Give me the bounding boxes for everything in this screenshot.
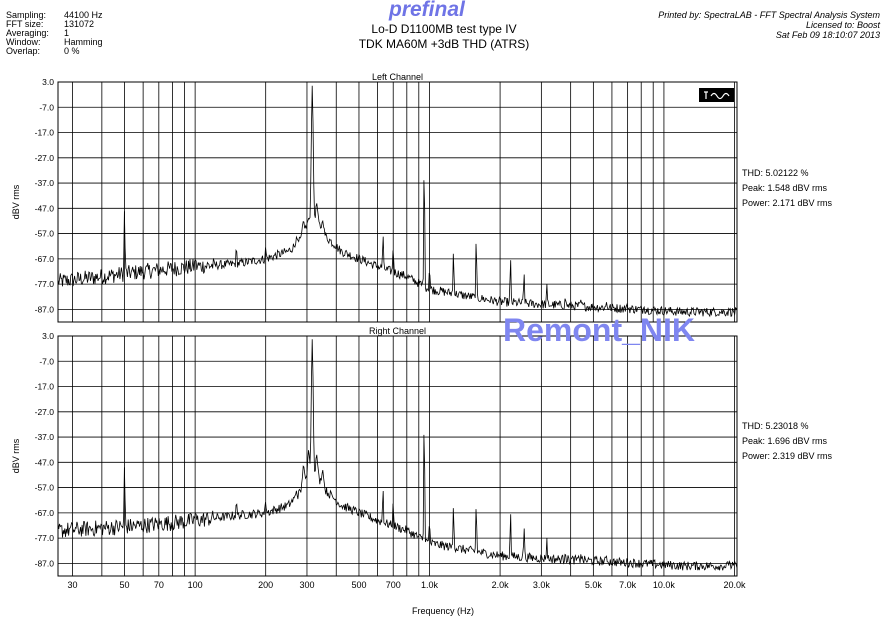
plot-frame — [57, 335, 738, 577]
setting-value: 0 % — [64, 46, 80, 56]
spectrum-trace — [57, 339, 738, 571]
setting-label: Window: — [6, 37, 41, 47]
spectrum-mode-icon[interactable] — [699, 88, 734, 102]
setting-value: Hamming — [64, 37, 103, 47]
y-tick-label: -77.0 — [35, 533, 55, 543]
y-tick-label: -37.0 — [35, 432, 55, 442]
y-tick-label: -7.0 — [39, 356, 54, 366]
right-peak: Peak: 1.696 dBV rms — [742, 436, 828, 446]
left-power: Power: 2.171 dBV rms — [742, 198, 833, 208]
y-tick-label: -27.0 — [35, 407, 55, 417]
watermark-remont-nik: Remont_NIK — [503, 312, 696, 348]
left-channel-panel: Left Channel 3.0 -7.0 -17.0 -27.0 -37.0 -47.0 -… — [11, 72, 738, 323]
y-tick-label: -27.0 — [35, 153, 55, 163]
y-axis-label: dBV rms — [11, 438, 21, 473]
x-tick-label: 300 — [299, 580, 314, 590]
right-thd: THD: 5.23018 % — [742, 421, 809, 431]
x-axis-label: Frequency (Hz) — [412, 606, 474, 616]
x-tick-label: 200 — [258, 580, 273, 590]
y-tick-label: -67.0 — [35, 508, 55, 518]
left-stats: THD: 5.02122 % Peak: 1.548 dBV rms Power… — [742, 166, 832, 211]
y-tick-label: -57.0 — [35, 229, 55, 239]
setting-label: Averaging: — [6, 28, 49, 38]
x-tick-label: 30 — [68, 580, 78, 590]
chart-title-line1: Lo-D D1100MB test type IV — [371, 22, 517, 36]
setting-label: Sampling: — [6, 10, 47, 20]
x-tick-label: 1.0k — [421, 580, 439, 590]
y-tick-label: -57.0 — [35, 483, 55, 493]
y-tick-label: -17.0 — [35, 382, 55, 392]
y-tick-label: -87.0 — [35, 558, 55, 568]
y-tick-label: -47.0 — [35, 457, 55, 467]
y-tick-label: -87.0 — [35, 304, 55, 314]
x-tick-label: 2.0k — [492, 580, 510, 590]
y-tick-label: 3.0 — [42, 77, 54, 87]
y-tick-label: 3.0 — [42, 331, 54, 341]
watermark-prefinal: prefinal — [389, 0, 465, 21]
x-tick-label: 10.0k — [653, 580, 676, 590]
right-channel-panel: Right Channel 3.0 -7.0 -17.0 -27.0 -37.0 -47.0… — [11, 326, 746, 590]
setting-value: 131072 — [64, 19, 95, 29]
plot-frame — [57, 81, 738, 323]
chart-title-line2: TDK MA60M +3dB THD (ATRS) — [358, 37, 530, 51]
timestamp: Sat Feb 09 18:10:07 2013 — [775, 30, 880, 40]
printed-by: Printed by: SpectraLAB - FFT Spectral An… — [658, 10, 880, 20]
y-axis-label: dBV rms — [11, 184, 21, 219]
setting-label: Overlap: — [6, 46, 41, 56]
setting-value: 1 — [64, 28, 70, 38]
y-tick-label: -67.0 — [35, 254, 55, 264]
right-stats: THD: 5.23018 % Peak: 1.696 dBV rms Power… — [742, 419, 832, 464]
x-tick-label: 700 — [386, 580, 401, 590]
x-tick-label: 70 — [154, 580, 164, 590]
setting-value: 44100 Hz — [64, 10, 103, 20]
setting-label: FFT size: — [6, 19, 44, 29]
x-tick-label: 50 — [120, 580, 130, 590]
y-tick-label: -47.0 — [35, 203, 55, 213]
y-tick-label: -7.0 — [39, 102, 54, 112]
y-tick-label: -77.0 — [35, 279, 55, 289]
x-tick-label: 3.0k — [533, 580, 551, 590]
x-tick-label: 500 — [351, 580, 366, 590]
spectrum-trace — [57, 85, 738, 318]
panel-title: Left Channel — [372, 72, 423, 82]
left-thd: THD: 5.02122 % — [742, 168, 809, 178]
x-tick-label: 20.0k — [723, 580, 746, 590]
left-peak: Peak: 1.548 dBV rms — [742, 183, 828, 193]
y-tick-label: -37.0 — [35, 178, 55, 188]
y-tick-label: -17.0 — [35, 128, 55, 138]
x-tick-label: 5.0k — [585, 580, 603, 590]
licensed-to: Licensed to: Boost — [805, 20, 880, 30]
panel-title: Right Channel — [369, 326, 426, 336]
x-tick-label: 7.0k — [619, 580, 637, 590]
right-power: Power: 2.319 dBV rms — [742, 451, 833, 461]
x-tick-label: 100 — [188, 580, 203, 590]
